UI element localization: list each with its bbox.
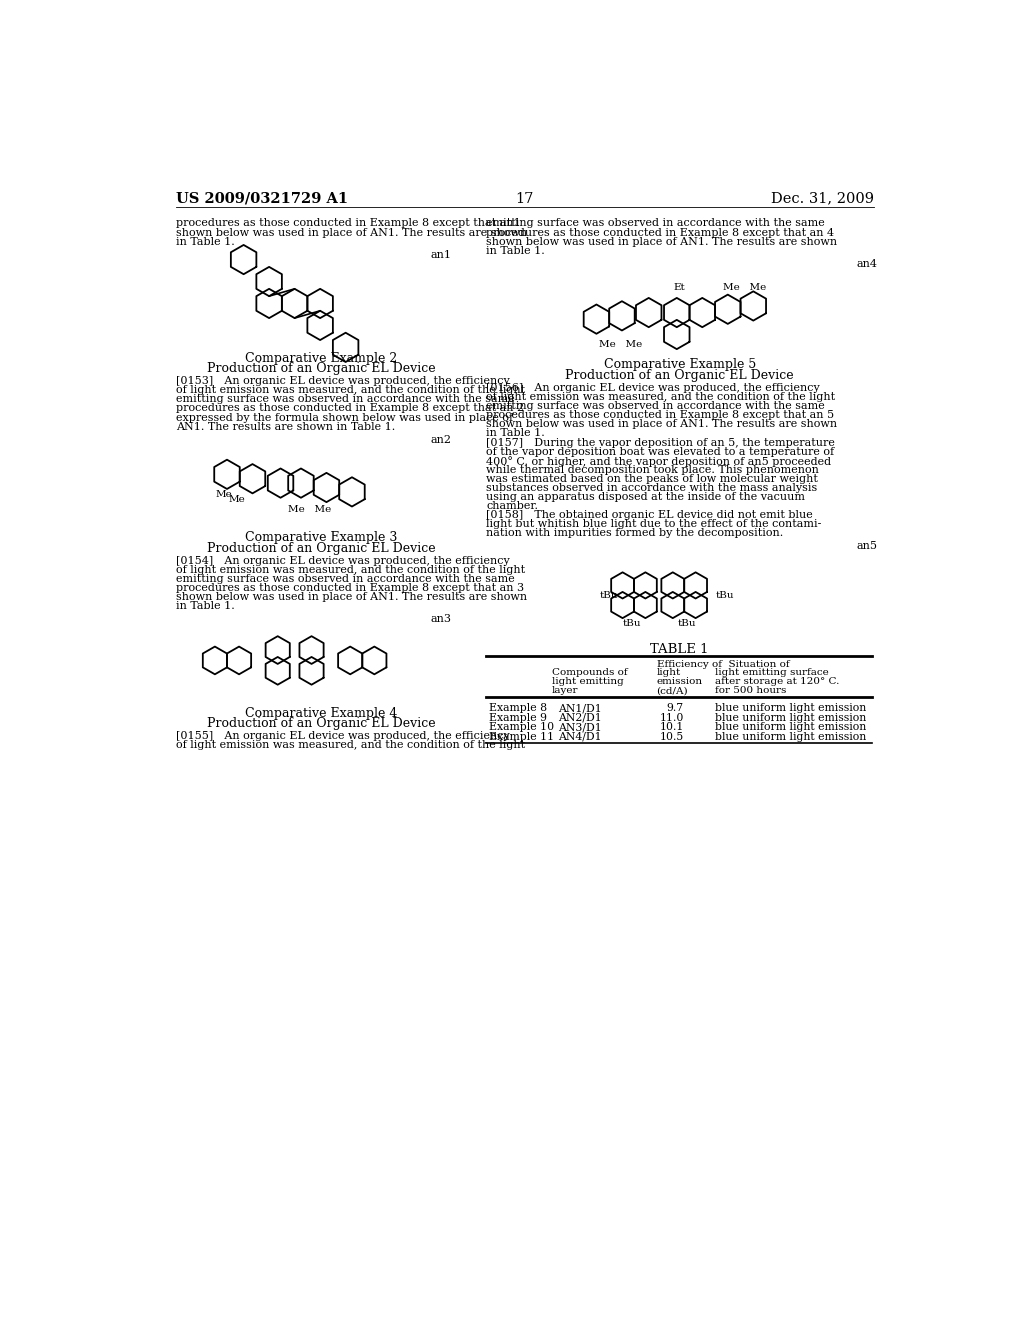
Text: emission: emission xyxy=(656,677,702,686)
Text: blue uniform light emission: blue uniform light emission xyxy=(715,722,866,733)
Text: after storage at 120° C.: after storage at 120° C. xyxy=(715,677,839,686)
Text: tBu: tBu xyxy=(677,619,696,628)
Text: light: light xyxy=(656,668,681,677)
Text: shown below was used in place of AN1. The results are shown: shown below was used in place of AN1. Th… xyxy=(176,593,527,602)
Text: in Table 1.: in Table 1. xyxy=(176,236,234,247)
Text: 11.0: 11.0 xyxy=(659,713,684,722)
Text: 400° C. or higher, and the vapor deposition of an5 proceeded: 400° C. or higher, and the vapor deposit… xyxy=(486,455,831,466)
Text: procedures as those conducted in Example 8 except that an 5: procedures as those conducted in Example… xyxy=(486,411,835,420)
Text: Example 8: Example 8 xyxy=(489,704,547,713)
Text: chamber.: chamber. xyxy=(486,502,538,511)
Text: AN3/D1: AN3/D1 xyxy=(558,722,602,733)
Text: of light emission was measured, and the condition of the light: of light emission was measured, and the … xyxy=(176,385,525,395)
Text: an5: an5 xyxy=(856,541,878,552)
Text: of the vapor deposition boat was elevated to a temperature of: of the vapor deposition boat was elevate… xyxy=(486,446,835,457)
Text: Dec. 31, 2009: Dec. 31, 2009 xyxy=(770,191,873,206)
Text: layer: layer xyxy=(552,686,579,696)
Text: procedures as those conducted in Example 8 except that an 3: procedures as those conducted in Example… xyxy=(176,583,524,593)
Text: Production of an Organic EL Device: Production of an Organic EL Device xyxy=(207,543,435,554)
Text: emitting surface was observed in accordance with the same: emitting surface was observed in accorda… xyxy=(486,401,824,412)
Text: emitting surface was observed in accordance with the same: emitting surface was observed in accorda… xyxy=(486,218,824,228)
Text: in Table 1.: in Table 1. xyxy=(486,429,545,438)
Text: while thermal decomposition took place. This phenomenon: while thermal decomposition took place. … xyxy=(486,465,819,475)
Text: Me   Me: Me Me xyxy=(599,339,643,348)
Text: AN2/D1: AN2/D1 xyxy=(558,713,602,722)
Text: light emitting: light emitting xyxy=(552,677,624,686)
Text: shown below was used in place of AN1. The results are shown: shown below was used in place of AN1. Th… xyxy=(486,236,838,247)
Text: Example 9: Example 9 xyxy=(489,713,547,722)
Text: [0156] An organic EL device was produced, the efficiency: [0156] An organic EL device was produced… xyxy=(486,383,820,393)
Text: (cd/A): (cd/A) xyxy=(656,686,688,696)
Text: emitting surface was observed in accordance with the same: emitting surface was observed in accorda… xyxy=(176,395,515,404)
Text: in Table 1.: in Table 1. xyxy=(486,246,545,256)
Text: blue uniform light emission: blue uniform light emission xyxy=(715,713,866,722)
Text: Me   Me: Me Me xyxy=(288,506,332,515)
Text: [0155] An organic EL device was produced, the efficiency: [0155] An organic EL device was produced… xyxy=(176,731,510,742)
Text: Production of an Organic EL Device: Production of an Organic EL Device xyxy=(207,363,435,375)
Text: an1: an1 xyxy=(430,249,452,260)
Text: of light emission was measured, and the condition of the light: of light emission was measured, and the … xyxy=(486,392,836,403)
Text: Me: Me xyxy=(215,491,232,499)
Text: blue uniform light emission: blue uniform light emission xyxy=(715,704,866,713)
Text: procedures as those conducted in Example 8 except that an 4: procedures as those conducted in Example… xyxy=(486,227,835,238)
Text: Et: Et xyxy=(674,282,685,292)
Text: an3: an3 xyxy=(430,614,452,624)
Text: 17: 17 xyxy=(516,191,534,206)
Text: emitting surface was observed in accordance with the same: emitting surface was observed in accorda… xyxy=(176,574,515,583)
Text: expressed by the formula shown below was used in place of: expressed by the formula shown below was… xyxy=(176,413,513,422)
Text: nation with impurities formed by the decomposition.: nation with impurities formed by the dec… xyxy=(486,528,783,539)
Text: [0158] The obtained organic EL device did not emit blue: [0158] The obtained organic EL device di… xyxy=(486,511,813,520)
Text: an2: an2 xyxy=(430,434,452,445)
Text: AN1. The results are shown in Table 1.: AN1. The results are shown in Table 1. xyxy=(176,421,395,432)
Text: an4: an4 xyxy=(856,259,878,269)
Text: TABLE 1: TABLE 1 xyxy=(650,643,709,656)
Text: [0157] During the vapor deposition of an 5, the temperature: [0157] During the vapor deposition of an… xyxy=(486,437,835,447)
Text: AN4/D1: AN4/D1 xyxy=(558,731,602,742)
Text: Me: Me xyxy=(228,495,245,504)
Text: Production of an Organic EL Device: Production of an Organic EL Device xyxy=(565,370,795,383)
Text: Comparative Example 5: Comparative Example 5 xyxy=(604,358,756,371)
Text: Example 11: Example 11 xyxy=(489,731,554,742)
Text: Comparative Example 4: Comparative Example 4 xyxy=(245,706,397,719)
Text: for 500 hours: for 500 hours xyxy=(715,686,786,696)
Text: of light emission was measured, and the condition of the light: of light emission was measured, and the … xyxy=(176,565,525,576)
Text: shown below was used in place of AN1. The results are shown: shown below was used in place of AN1. Th… xyxy=(176,227,527,238)
Text: 9.7: 9.7 xyxy=(667,704,684,713)
Text: light emitting surface: light emitting surface xyxy=(715,668,828,677)
Text: 10.1: 10.1 xyxy=(659,722,684,733)
Text: US 2009/0321729 A1: US 2009/0321729 A1 xyxy=(176,191,348,206)
Text: tBu: tBu xyxy=(623,619,641,628)
Text: substances observed in accordance with the mass analysis: substances observed in accordance with t… xyxy=(486,483,817,492)
Text: Production of an Organic EL Device: Production of an Organic EL Device xyxy=(207,718,435,730)
Text: was estimated based on the peaks of low molecular weight: was estimated based on the peaks of low … xyxy=(486,474,818,484)
Text: procedures as those conducted in Example 8 except that an 2: procedures as those conducted in Example… xyxy=(176,404,524,413)
Text: tBu: tBu xyxy=(600,591,618,601)
Text: procedures as those conducted in Example 8 except that an1: procedures as those conducted in Example… xyxy=(176,218,520,228)
Text: [0153] An organic EL device was produced, the efficiency: [0153] An organic EL device was produced… xyxy=(176,376,510,387)
Text: Comparative Example 3: Comparative Example 3 xyxy=(245,531,397,544)
Text: shown below was used in place of AN1. The results are shown: shown below was used in place of AN1. Th… xyxy=(486,420,838,429)
Text: AN1/D1: AN1/D1 xyxy=(558,704,602,713)
Text: Me   Me: Me Me xyxy=(723,282,767,292)
Text: [0154] An organic EL device was produced, the efficiency: [0154] An organic EL device was produced… xyxy=(176,556,510,566)
Text: Compounds of: Compounds of xyxy=(552,668,628,677)
Text: Comparative Example 2: Comparative Example 2 xyxy=(245,351,397,364)
Text: Efficiency of  Situation of: Efficiency of Situation of xyxy=(656,660,790,668)
Text: blue uniform light emission: blue uniform light emission xyxy=(715,731,866,742)
Text: tBu: tBu xyxy=(716,591,734,601)
Text: of light emission was measured, and the condition of the light: of light emission was measured, and the … xyxy=(176,741,525,750)
Text: using an apparatus disposed at the inside of the vacuum: using an apparatus disposed at the insid… xyxy=(486,492,805,502)
Text: Example 10: Example 10 xyxy=(489,722,554,733)
Text: 10.5: 10.5 xyxy=(659,731,684,742)
Text: in Table 1.: in Table 1. xyxy=(176,602,234,611)
Text: light but whitish blue light due to the effect of the contami-: light but whitish blue light due to the … xyxy=(486,519,821,529)
